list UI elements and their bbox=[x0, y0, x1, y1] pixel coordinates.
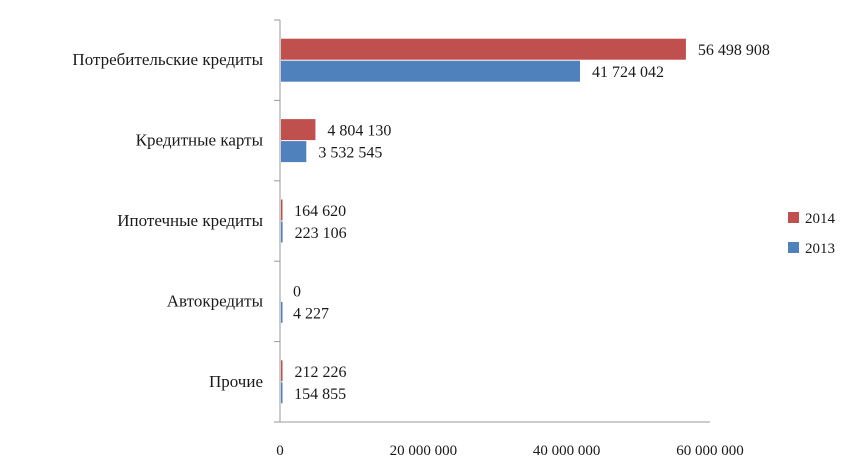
data-label-2014: 164 620 bbox=[294, 203, 346, 220]
data-label-2014: 0 bbox=[293, 283, 301, 300]
data-label-2013: 41 724 042 bbox=[592, 64, 664, 81]
bar-2013 bbox=[281, 60, 581, 82]
bar-2013 bbox=[281, 141, 307, 163]
bar-2013 bbox=[281, 221, 283, 243]
category-label: Прочие bbox=[209, 372, 263, 391]
legend-label: 2013 bbox=[805, 241, 835, 257]
category-label: Потребительские кредиты bbox=[72, 50, 263, 69]
category-label: Автокредиты bbox=[167, 291, 264, 310]
data-label-2013: 154 855 bbox=[294, 386, 346, 403]
data-label-2013: 3 532 545 bbox=[318, 145, 382, 162]
x-tick-label: 0 bbox=[276, 443, 284, 459]
legend-swatch-2013 bbox=[788, 242, 799, 253]
bar-2014 bbox=[281, 360, 283, 382]
bar-2014 bbox=[281, 38, 686, 60]
legend-label: 2014 bbox=[805, 211, 836, 227]
bar-2014 bbox=[281, 119, 316, 141]
category-label: Ипотечные кредиты bbox=[117, 211, 263, 230]
data-label-2014: 212 226 bbox=[295, 364, 347, 381]
data-label-2014: 4 804 130 bbox=[327, 123, 391, 140]
category-label: Кредитные карты bbox=[136, 131, 264, 150]
data-label-2013: 223 106 bbox=[295, 225, 347, 242]
x-tick-label: 20 000 000 bbox=[390, 443, 458, 459]
x-tick-label: 60 000 000 bbox=[676, 443, 744, 459]
data-label-2014: 56 498 908 bbox=[698, 42, 770, 59]
bar-2013 bbox=[281, 301, 283, 323]
x-tick-label: 40 000 000 bbox=[533, 443, 601, 459]
bar-2014 bbox=[281, 199, 283, 221]
bar-2013 bbox=[281, 382, 283, 404]
data-label-2013: 4 227 bbox=[293, 305, 329, 322]
legend-swatch-2014 bbox=[788, 212, 799, 223]
